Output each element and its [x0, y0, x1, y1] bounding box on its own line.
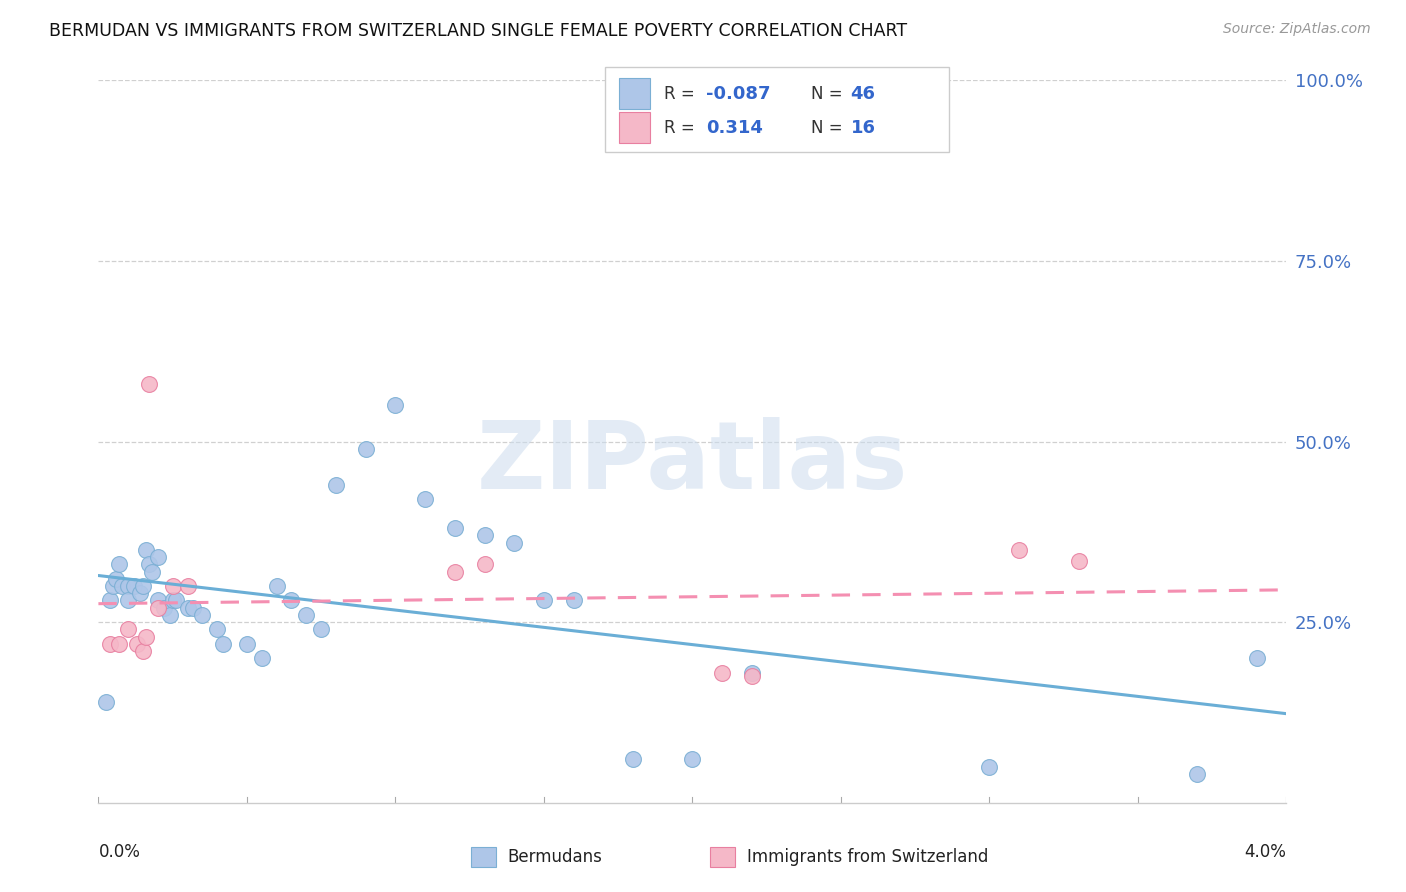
Point [146, 550, 169, 565]
Point [146, 593, 169, 607]
Point [108, 637, 131, 651]
Point [132, 579, 155, 593]
Point [165, 593, 187, 607]
Point [621, 752, 644, 766]
Text: 0.314: 0.314 [706, 119, 762, 136]
Point [191, 607, 214, 622]
Point [117, 579, 139, 593]
Point [138, 376, 160, 391]
Text: Bermudans: Bermudans [508, 848, 602, 866]
Point [1067, 554, 1090, 568]
Point [176, 579, 198, 593]
Point [444, 521, 467, 535]
Point [98, 637, 121, 651]
Point [741, 665, 763, 680]
Point [1246, 651, 1268, 665]
Point [122, 579, 145, 593]
Point [474, 528, 496, 542]
Point [129, 586, 152, 600]
Point [295, 607, 318, 622]
Point [1008, 542, 1031, 557]
Point [176, 600, 198, 615]
Point [159, 607, 181, 622]
Point [103, 579, 125, 593]
Point [111, 579, 134, 593]
Text: 4.0%: 4.0% [1244, 843, 1286, 861]
Point [562, 593, 585, 607]
Text: R =: R = [664, 85, 695, 103]
Point [146, 600, 169, 615]
Text: 0.0%: 0.0% [98, 843, 141, 861]
Text: N =: N = [811, 119, 842, 136]
Point [108, 558, 131, 572]
Point [503, 535, 526, 549]
Point [162, 579, 184, 593]
Point [474, 558, 496, 572]
Point [105, 572, 128, 586]
Point [681, 752, 703, 766]
Point [162, 593, 184, 607]
Point [325, 478, 347, 492]
Point [125, 637, 148, 651]
Point [266, 579, 288, 593]
Point [183, 600, 205, 615]
Point [979, 760, 1001, 774]
Point [138, 558, 160, 572]
Point [1187, 767, 1209, 781]
Text: 46: 46 [851, 85, 876, 103]
Text: Source: ZipAtlas.com: Source: ZipAtlas.com [1223, 22, 1371, 37]
Point [135, 542, 157, 557]
Text: R =: R = [664, 119, 695, 136]
Point [309, 623, 332, 637]
Point [135, 630, 157, 644]
Point [384, 398, 406, 412]
Point [250, 651, 273, 665]
Text: -0.087: -0.087 [706, 85, 770, 103]
Point [444, 565, 467, 579]
Point [354, 442, 377, 456]
Point [94, 695, 117, 709]
Text: Immigrants from Switzerland: Immigrants from Switzerland [747, 848, 988, 866]
Point [741, 669, 763, 683]
Point [141, 565, 163, 579]
Text: BERMUDAN VS IMMIGRANTS FROM SWITZERLAND SINGLE FEMALE POVERTY CORRELATION CHART: BERMUDAN VS IMMIGRANTS FROM SWITZERLAND … [49, 22, 907, 40]
Text: ZIPatlas: ZIPatlas [477, 417, 908, 509]
Point [413, 492, 436, 507]
Point [117, 593, 139, 607]
Point [98, 593, 121, 607]
Point [236, 637, 259, 651]
Point [207, 623, 229, 637]
Point [132, 644, 155, 658]
Point [117, 623, 139, 637]
Point [280, 593, 302, 607]
Text: 16: 16 [851, 119, 876, 136]
Point [152, 600, 174, 615]
Point [212, 637, 235, 651]
Text: N =: N = [811, 85, 842, 103]
Point [711, 665, 734, 680]
Point [533, 593, 555, 607]
